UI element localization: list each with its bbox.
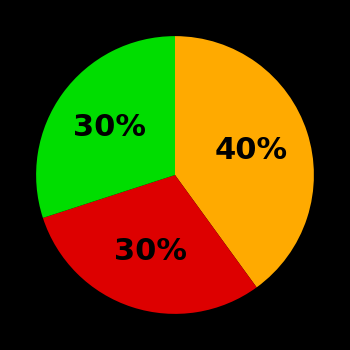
Wedge shape bbox=[36, 36, 175, 218]
Wedge shape bbox=[43, 175, 257, 314]
Text: 40%: 40% bbox=[215, 135, 288, 164]
Text: 30%: 30% bbox=[74, 113, 146, 142]
Wedge shape bbox=[175, 36, 314, 287]
Text: 30%: 30% bbox=[114, 237, 187, 266]
